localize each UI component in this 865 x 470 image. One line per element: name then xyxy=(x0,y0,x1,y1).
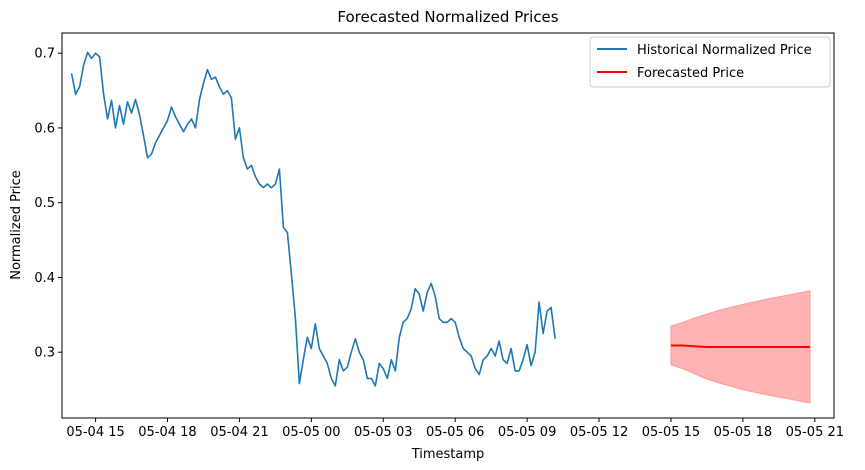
historical-price-line xyxy=(70,51,556,387)
x-axis-title: Timestamp xyxy=(411,447,485,462)
x-tick-label: 05-05 06 xyxy=(426,425,484,440)
x-tick-label: 05-05 00 xyxy=(282,425,340,440)
x-tick-label: 05-05 18 xyxy=(714,425,772,440)
legend: Historical Normalized Price Forecasted P… xyxy=(589,36,831,88)
plot-frame xyxy=(61,32,835,419)
series-lines-group xyxy=(70,51,810,387)
x-tick-label: 05-04 21 xyxy=(210,425,268,440)
y-axis: 0.3 0.4 0.5 0.6 0.7 xyxy=(34,47,62,361)
y-axis-title: Normalized Price xyxy=(9,170,24,280)
y-tick-label: 0.5 xyxy=(34,196,55,211)
x-tick-label: 05-05 21 xyxy=(786,425,844,440)
x-tick-label: 05-04 15 xyxy=(66,425,124,440)
legend-label-historical: Historical Normalized Price xyxy=(637,43,812,58)
x-axis: 05-04 15 05-04 18 05-04 21 05-05 00 05-05 03… xyxy=(66,418,844,440)
x-tick-label: 05-05 09 xyxy=(498,425,556,440)
y-tick-label: 0.7 xyxy=(34,47,55,62)
x-tick-label: 05-05 12 xyxy=(570,425,628,440)
legend-label-forecast: Forecasted Price xyxy=(637,66,744,81)
forecast-price-line xyxy=(671,344,810,348)
y-tick-label: 0.4 xyxy=(34,271,55,286)
x-tick-label: 05-04 18 xyxy=(138,425,196,440)
legend-box xyxy=(589,36,831,88)
plot-area xyxy=(61,32,835,419)
y-tick-label: 0.3 xyxy=(34,346,55,361)
x-tick-label: 05-05 03 xyxy=(354,425,412,440)
chart-title: Forecasted Normalized Prices xyxy=(337,8,558,26)
x-tick-label: 05-05 15 xyxy=(642,425,700,440)
y-tick-label: 0.6 xyxy=(34,121,55,136)
